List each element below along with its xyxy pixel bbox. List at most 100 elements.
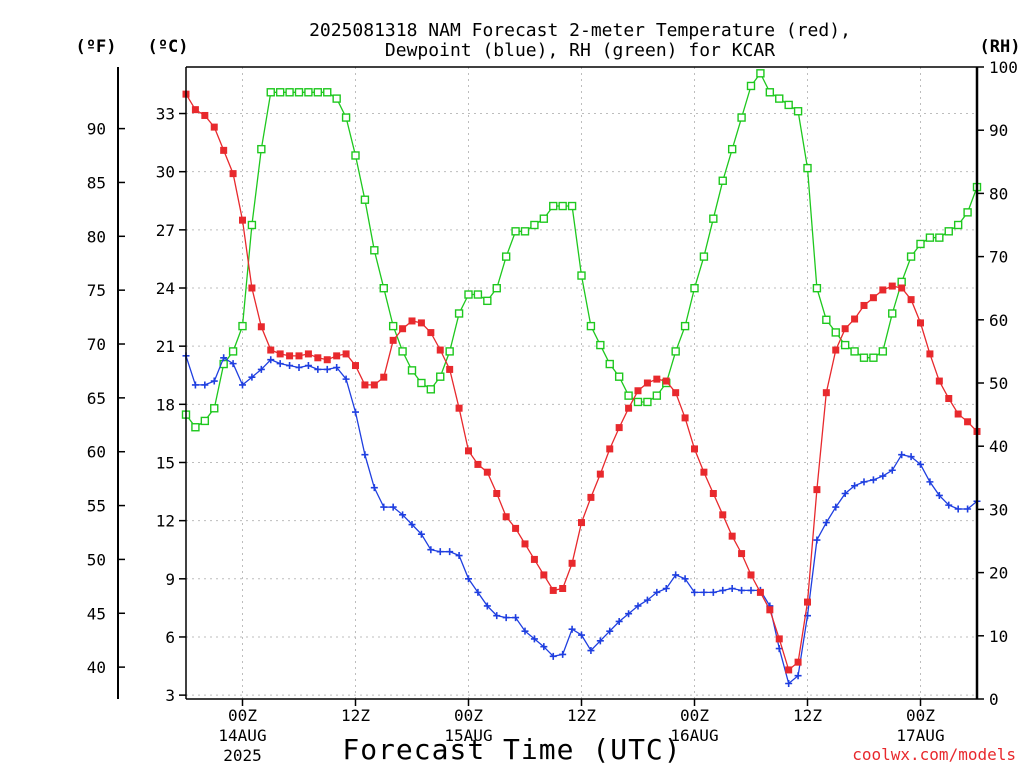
dewpoint-point [596, 637, 604, 645]
temperature-point [747, 571, 755, 579]
temperature-point [945, 395, 953, 403]
temperature-point [766, 606, 774, 614]
dewpoint-point [907, 453, 915, 461]
rh-point [784, 100, 793, 110]
temperature-point [191, 106, 199, 114]
dewpoint-point [888, 466, 896, 474]
temperature-point [502, 513, 510, 521]
temperature-point [559, 584, 567, 592]
dewpoint-point [286, 362, 294, 370]
temperature-point [295, 352, 303, 360]
rh-point [906, 252, 916, 261]
temperature-point [389, 336, 397, 344]
rh-point [228, 347, 238, 356]
temperature-point [841, 325, 849, 333]
fahrenheit-tick-label: 85 [87, 173, 106, 192]
temperature-point [352, 362, 359, 370]
rh-point [436, 372, 445, 381]
temperature-point [399, 325, 407, 333]
dewpoint-point [917, 460, 924, 468]
dewpoint-point [672, 571, 680, 579]
series-rh [181, 69, 982, 432]
dewpoint-point [427, 546, 435, 554]
x-tick-date-label: 15AUG [444, 726, 492, 745]
dewpoint-point [615, 617, 623, 625]
fahrenheit-tick-label: 55 [87, 497, 106, 516]
temperature-point [446, 365, 454, 373]
rh-point [822, 315, 831, 324]
rh-point [445, 347, 454, 356]
rh-point [718, 176, 727, 185]
dewpoint-point [851, 482, 859, 490]
rh-point [652, 391, 662, 400]
temperature-point [728, 532, 736, 540]
temperature-point [239, 216, 246, 224]
temperature-point [540, 571, 548, 579]
dewpoint-point [568, 625, 576, 633]
temperature-point [578, 519, 585, 527]
rh-point [304, 88, 313, 97]
rh-tick-label: 80 [989, 184, 1008, 203]
temperature-point [210, 123, 218, 131]
temperature-point [719, 511, 727, 519]
rh-point [332, 94, 341, 103]
temperature-point [860, 301, 868, 309]
temperature-point [417, 319, 425, 327]
dewpoint-point [869, 476, 877, 484]
temperature-point [370, 381, 378, 389]
temperature-point [408, 317, 416, 325]
rh-tick-label: 70 [989, 248, 1008, 267]
temperature-point [653, 375, 661, 383]
dewpoint-point [822, 519, 830, 527]
dewpoint-point [625, 610, 633, 618]
rh-tick-label: 100 [989, 58, 1018, 77]
temperature-point [785, 666, 793, 674]
temperature-point [248, 284, 256, 292]
dewpoint-point [841, 490, 849, 498]
dewpoint-point [728, 584, 736, 592]
rh-point [360, 195, 370, 204]
x-tick-label: 00Z [906, 706, 935, 725]
x-tick-date-label: 16AUG [670, 726, 718, 745]
rh-point [680, 321, 690, 331]
rh-point [859, 353, 869, 362]
temperature-point [436, 346, 444, 354]
rh-point [275, 88, 285, 97]
x-tick-label: 12Z [793, 706, 822, 725]
rh-point [803, 163, 812, 173]
rh-tick-label: 90 [989, 121, 1008, 140]
dewpoint-point [474, 588, 482, 596]
rh-point [596, 340, 605, 350]
rh-point [633, 397, 643, 407]
rh-point [501, 252, 511, 261]
rh-point [247, 220, 257, 230]
rh-point [812, 284, 822, 293]
temperature-point [465, 447, 472, 455]
rh-point [351, 151, 360, 160]
temperature-point [380, 373, 388, 381]
series-layer [181, 69, 982, 687]
x-tick-date-label: 17AUG [896, 726, 944, 745]
temperature-point [672, 389, 680, 397]
temperature-point [822, 389, 830, 397]
rh-point [407, 366, 417, 375]
rh-point [191, 423, 200, 432]
dewpoint-point [549, 652, 557, 660]
dewpoint-point [436, 548, 444, 556]
rh-point [850, 347, 859, 356]
dewpoint-point [267, 356, 275, 364]
celsius-tick-label: 27 [156, 221, 175, 240]
temperature-point [879, 286, 887, 294]
rh-point [699, 252, 709, 261]
fahrenheit-tick-label: 50 [87, 550, 106, 569]
rh-point [690, 284, 699, 293]
rh-point [483, 296, 492, 306]
rh-point [727, 144, 737, 154]
temperature-point [832, 346, 840, 354]
dewpoint-point [785, 679, 793, 687]
x-tick-label: 00Z [454, 706, 483, 725]
temperature-point [662, 377, 670, 385]
temperature-point [813, 486, 821, 494]
